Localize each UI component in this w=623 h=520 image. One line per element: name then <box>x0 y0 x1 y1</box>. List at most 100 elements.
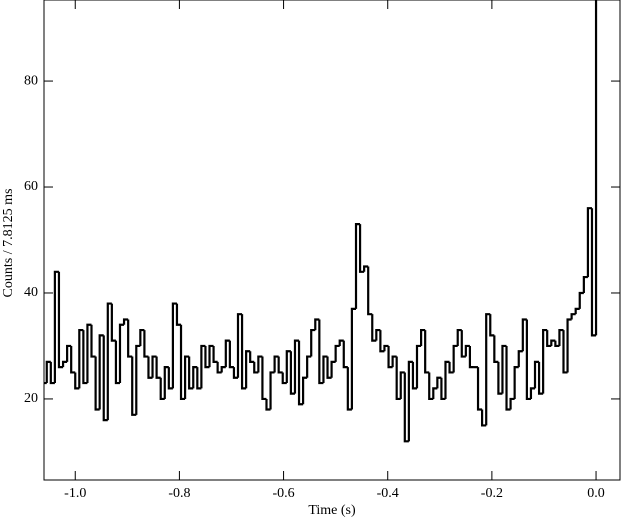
histogram-bin <box>49 361 55 385</box>
histogram-bin <box>570 313 576 320</box>
histogram-bin <box>489 314 495 337</box>
histogram-bin <box>122 318 129 325</box>
histogram-bin <box>403 372 409 443</box>
histogram-bin <box>171 302 177 389</box>
histogram-bin <box>135 344 141 415</box>
histogram-bin <box>253 361 259 374</box>
histogram-bin <box>509 397 515 410</box>
histogram-bin <box>363 265 369 272</box>
histogram-bin <box>334 344 340 362</box>
histogram-bin <box>444 360 450 399</box>
histogram-bin <box>424 330 430 374</box>
histogram-bin <box>147 356 153 379</box>
histogram-bin <box>452 344 458 373</box>
y-axis-label: Counts / 7.8125 ms <box>1 189 16 298</box>
histogram-bin <box>391 355 397 368</box>
histogram-bin <box>175 303 182 326</box>
histogram-bin <box>110 303 116 342</box>
histogram-bin <box>387 345 393 369</box>
y-tick-label: 80 <box>24 73 38 88</box>
histogram-bin <box>379 330 385 353</box>
histogram-bin <box>179 324 186 401</box>
histogram-bin <box>228 340 234 369</box>
histogram-bin <box>39 372 43 414</box>
histogram-bin <box>94 356 100 411</box>
histogram-bin <box>542 328 548 394</box>
histogram-bin <box>273 355 279 373</box>
histogram-bin <box>220 366 226 373</box>
histogram-bin <box>204 345 210 369</box>
histogram-bin <box>521 318 527 352</box>
histogram-bin <box>415 344 422 389</box>
histogram-bin <box>330 360 336 378</box>
histogram-bin <box>338 339 344 346</box>
histogram-bin <box>371 314 377 342</box>
histogram-bin <box>533 360 540 389</box>
histogram-bin <box>301 376 308 405</box>
histogram-bin <box>407 360 413 442</box>
histogram-bin <box>293 339 300 394</box>
histogram-bin <box>346 367 352 411</box>
histogram-bin <box>212 345 218 363</box>
histogram-bin <box>45 360 51 384</box>
histogram-bin <box>281 372 287 385</box>
histogram-bin <box>245 350 251 389</box>
histogram-bin <box>395 356 401 401</box>
histogram-bin <box>375 328 381 341</box>
histogram-bin <box>513 366 519 399</box>
x-axis-label: Time (s) <box>308 503 356 518</box>
histogram-bin <box>582 275 588 293</box>
histogram-bin <box>200 344 206 389</box>
x-tick-label: 0.0 <box>587 486 605 501</box>
histogram-bin <box>216 361 222 374</box>
histogram-bin <box>285 350 291 384</box>
histogram-bin <box>297 340 304 406</box>
histogram-bin <box>66 344 72 362</box>
histogram-bin <box>456 328 462 346</box>
histogram-bin <box>232 367 238 379</box>
histogram-bin <box>74 372 80 390</box>
histogram-bin <box>485 313 491 426</box>
histogram-bin <box>53 270 59 384</box>
histogram-bin <box>505 345 511 411</box>
histogram-bin <box>448 361 454 374</box>
histogram-bin <box>493 335 499 363</box>
histogram-bin <box>131 356 137 416</box>
histogram-bin <box>118 323 125 384</box>
histogram-bin <box>562 330 568 374</box>
histogram-bin <box>61 360 68 368</box>
plot-frame <box>43 0 621 481</box>
histogram-bin <box>314 318 320 331</box>
histogram-bin <box>432 387 438 399</box>
histogram-bin <box>517 350 523 368</box>
histogram-bin <box>399 371 405 399</box>
histogram-bin <box>277 356 283 374</box>
x-tick-label: -0.2 <box>481 486 503 501</box>
histogram-bin <box>537 361 544 395</box>
histogram-bin <box>367 266 373 316</box>
histogram-bin <box>497 361 503 395</box>
histogram-bin <box>257 355 263 373</box>
histogram-bin <box>98 334 104 410</box>
histogram-bin <box>554 340 560 348</box>
histogram-bin <box>546 330 552 348</box>
histogram-bin <box>550 339 556 346</box>
histogram-bin <box>114 340 120 385</box>
histogram-bin <box>306 355 312 378</box>
y-tick-label: 60 <box>24 179 38 194</box>
histogram-bin <box>354 223 361 309</box>
histogram-bin <box>342 340 348 369</box>
x-tick-label: -1.0 <box>64 486 86 501</box>
histogram-bin <box>57 271 64 369</box>
histogram-bin <box>163 366 169 399</box>
histogram-bin <box>480 409 487 427</box>
histogram-bin <box>594 0 598 336</box>
histogram-bin <box>196 367 202 390</box>
x-tick-label: -0.8 <box>168 486 190 501</box>
histogram-bin <box>590 208 597 337</box>
histogram-bin <box>208 344 214 368</box>
histogram-bin <box>70 345 76 374</box>
histogram-bin <box>265 398 271 411</box>
histogram-bin <box>436 376 442 389</box>
